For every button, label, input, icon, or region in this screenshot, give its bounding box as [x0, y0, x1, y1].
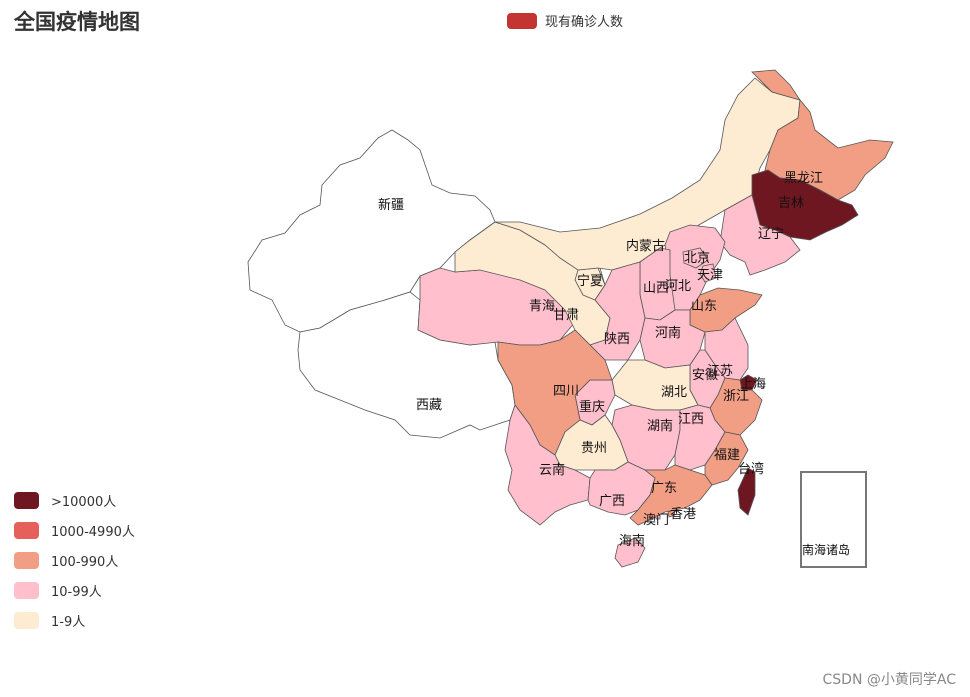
province-fujian[interactable]: [704, 431, 749, 486]
label-xianggang: 香港: [670, 507, 696, 522]
label-fujian: 福建: [714, 448, 740, 463]
label-tianjin: 天津: [697, 268, 723, 283]
province-henan[interactable]: [639, 309, 706, 369]
label-yunnan: 云南: [539, 462, 565, 478]
visual-map-item[interactable]: >10000人: [14, 485, 135, 515]
label-henan: 河南: [655, 325, 681, 341]
label-aomen: 澳门: [643, 512, 669, 528]
province-tianjin[interactable]: [699, 263, 717, 283]
label-taiwan: 台湾: [738, 461, 764, 477]
label-guangdong: 广东: [651, 481, 677, 496]
label-jiangxi: 江西: [678, 412, 704, 427]
visual-map-item[interactable]: 10-99人: [14, 575, 135, 605]
label-hunan: 湖南: [647, 418, 673, 434]
province-taiwan[interactable]: [737, 467, 756, 516]
province-hainan[interactable]: [614, 537, 646, 568]
label-heilongjiang: 黑龙江: [784, 171, 823, 186]
label-shaanxi: 陕西: [604, 332, 630, 347]
visual-map-label: >10000人: [51, 494, 117, 510]
province-xianggang[interactable]: [667, 509, 676, 518]
visual-map-swatch: [14, 491, 39, 509]
visual-map-item[interactable]: 1000-4990人: [14, 515, 135, 545]
visual-map-label: 100-990人: [51, 554, 119, 570]
visual-map-label: 1000-4990人: [51, 524, 135, 540]
label-guangxi: 广西: [599, 494, 625, 509]
visual-map-swatch: [14, 521, 39, 539]
visual-map-swatch: [14, 551, 39, 569]
series-legend-label: 现有确诊人数: [545, 15, 624, 30]
label-xizang: 西藏: [416, 398, 442, 413]
label-guizhou: 贵州: [581, 441, 607, 456]
visual-map-label: 1-9人: [51, 614, 86, 630]
visual-map-swatch: [14, 611, 39, 629]
watermark: CSDN @小黄同学AC: [822, 672, 956, 688]
province-aomen[interactable]: [655, 514, 661, 520]
label-neimenggu: 内蒙古: [626, 238, 665, 254]
province-guangdong[interactable]: [629, 464, 713, 526]
south-china-sea-inset: [800, 471, 867, 568]
label-shanghai: 上海: [740, 377, 766, 392]
visual-map-item[interactable]: 1-9人: [14, 605, 135, 635]
label-beijing: 北京: [684, 251, 710, 266]
label-shandong: 山东: [691, 299, 717, 314]
label-jilin: 吉林: [778, 196, 804, 211]
visual-map-label: 10-99人: [51, 584, 102, 600]
label-ningxia: 宁夏: [577, 273, 603, 289]
label-jiangsu: 江苏: [707, 363, 733, 379]
label-gansu: 甘肃: [553, 308, 579, 323]
visual-map-swatch: [14, 581, 39, 599]
visual-map-legend: >10000人 1000-4990人 100-990人 10-99人 1-9人: [14, 485, 135, 635]
label-chongqing: 重庆: [579, 399, 605, 415]
label-qinghai: 青海: [529, 299, 555, 314]
series-legend-swatch: [507, 12, 537, 29]
label-zhejiang: 浙江: [723, 389, 749, 404]
page-title: 全国疫情地图: [14, 10, 140, 34]
label-liaoning: 辽宁: [758, 226, 784, 242]
series-legend[interactable]: 现有确诊人数: [507, 11, 623, 30]
province-liaoning[interactable]: [719, 194, 801, 276]
label-shanxi: 山西: [643, 281, 669, 296]
visual-map-item[interactable]: 100-990人: [14, 545, 135, 575]
province-beijing[interactable]: [682, 247, 709, 269]
label-hainan: 海南: [619, 533, 645, 549]
label-sichuan: 四川: [553, 384, 579, 399]
label-hubei: 湖北: [661, 385, 687, 400]
inset-label: 南海诸岛: [802, 543, 851, 557]
province-heilongjiang[interactable]: [751, 69, 894, 201]
label-anhui: 安徽: [692, 368, 718, 383]
label-hebei: 河北: [665, 279, 691, 294]
label-xinjiang: 新疆: [378, 197, 404, 213]
